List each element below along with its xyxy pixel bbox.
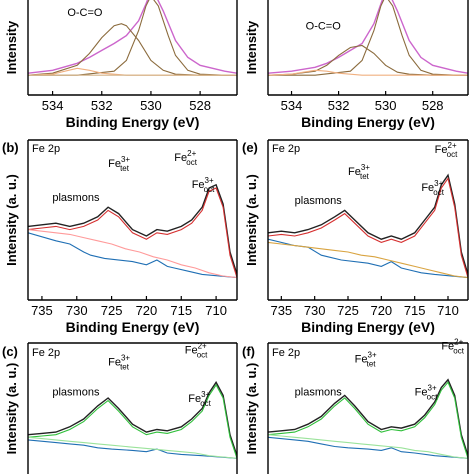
panel-b-annotation-fe2-oct: Fe2+ oct — [174, 149, 197, 167]
panel-a-tick-label-534: 534 — [42, 98, 64, 113]
panel-d-x-label: Binding Energy (eV) — [301, 114, 435, 130]
panel-b-annotation-plasmons: plasmons — [52, 192, 100, 204]
panel-f-annotation-fe3-tet: Fe3+ tet — [355, 351, 377, 369]
panel-e-tick-label-720: 720 — [370, 303, 392, 318]
panel-a-series-line-2 — [28, 0, 237, 76]
panel-e-annotation-plasmons: plasmons — [295, 195, 343, 207]
panel-d-annotation-o-c-o: O-C=O — [306, 21, 342, 33]
panel-b-annotation-fe3-oct: Fe3+ oct — [192, 176, 215, 194]
panel-f-y-label: Intensity (a. u.) — [244, 363, 259, 455]
panel-c-annotation-fe3-tet: Fe3+ tet — [108, 353, 130, 371]
panel-c-series-line-3 — [28, 436, 237, 459]
panel-d-tick-label-528: 528 — [422, 98, 444, 113]
panel-d-series — [268, 0, 468, 76]
panel-d-y-label: Intensity — [244, 20, 259, 74]
panel-b-annotation-fe3-tet: Fe3+ tet — [108, 155, 130, 173]
panel-b-tick-label-710: 710 — [205, 303, 227, 318]
panel-b-x-label: Binding Energy (eV) — [66, 319, 200, 335]
panel-c-annotation-fe3-oct: Fe3+ oct — [188, 390, 211, 408]
panel-f-annotation-plasmons: plasmons — [295, 386, 343, 398]
panel-b-tick-label-730: 730 — [66, 303, 88, 318]
panel-f-title: Fe 2p — [272, 347, 300, 359]
panel-f-series-line-0 — [268, 378, 468, 456]
panel-a-series-line-0 — [28, 0, 237, 74]
panel-d-tick-label-530: 530 — [375, 98, 397, 113]
panel-e-series-line-2 — [268, 238, 468, 279]
panel-a-series-line-1 — [28, 23, 237, 76]
panel-c-y-label: Intensity (a. u.) — [4, 363, 19, 455]
panel-b-series — [28, 183, 237, 279]
panel-e-title: Fe 2p — [272, 143, 300, 155]
panel-c-series-line-0 — [28, 380, 237, 456]
panel-a-tick-label-528: 528 — [189, 98, 211, 113]
panel-c-series — [28, 380, 237, 459]
panel-e-letter: (e) — [242, 140, 258, 155]
panel-e-tick-label-715: 715 — [404, 303, 426, 318]
panel-a-annotation-o-c-o: O-C=O — [67, 7, 103, 19]
panel-e-annotation-fe2-oct: Fe2+ oct — [435, 141, 458, 159]
panel-f-series-line-2 — [268, 436, 468, 459]
panel-e-series-line-1 — [268, 177, 468, 278]
panel-e-annotation-fe3-oct: Fe3+ oct — [421, 179, 444, 197]
panel-e-series — [268, 173, 468, 279]
panel-f-series-line-3 — [268, 434, 468, 459]
panel-b-series-line-3 — [28, 229, 237, 279]
panel-b-tick-label-735: 735 — [31, 303, 53, 318]
panel-b-title: Fe 2p — [32, 143, 60, 155]
panel-b-y-label: Intensity (a. u.) — [4, 174, 19, 266]
panel-f-annotation-fe2-oct: Fe2+ oct — [441, 338, 464, 356]
panel-b-series-line-0 — [28, 183, 237, 275]
panel-b: 735 730 725 720 715 710 Binding Energy (eV) Int… — [2, 139, 238, 335]
panel-a-series — [28, 0, 237, 76]
panel-c-series-line-1 — [28, 383, 237, 459]
panel-c-annotation-plasmons: plasmons — [52, 386, 100, 398]
panel-e-annotation-fe3-tet: Fe3+ tet — [348, 163, 370, 181]
panel-b-series-line-2 — [28, 232, 237, 279]
panel-e-series-line-0 — [268, 173, 468, 275]
panel-d-series-line-1 — [268, 44, 468, 76]
panel-b-tick-label-715: 715 — [170, 303, 192, 318]
panel-c-annotation-fe2-oct: Fe2+ oct — [185, 341, 208, 359]
panel-f-series-line-1 — [268, 381, 468, 459]
panel-c-title: Fe 2p — [32, 347, 60, 359]
panel-f-annotation-fe3-oct: Fe3+ oct — [415, 383, 438, 401]
panel-a-x-label: Binding Energy (eV) — [66, 114, 200, 130]
panel-f: Intensity (a. u.) (f) Fe 2p plasmons Fe3+ tet… — [242, 338, 469, 474]
panel-c-series-line-2 — [28, 439, 237, 459]
panel-a-y-label: Intensity — [4, 20, 19, 74]
panel-f-series — [268, 378, 468, 459]
panel-e-x-label: Binding Energy (eV) — [301, 319, 435, 335]
panel-c: Intensity (a. u.) (c) Fe 2p plasmons Fe3+ tet… — [2, 341, 238, 474]
panel-e-tick-label-710: 710 — [437, 303, 459, 318]
panel-b-tick-label-720: 720 — [136, 303, 158, 318]
panel-d-series-line-2 — [268, 0, 468, 76]
panel-e-tick-label-735: 735 — [270, 303, 292, 318]
panel-e-y-label: Intensity (a. u.) — [244, 174, 259, 266]
panel-e-tick-label-725: 725 — [337, 303, 359, 318]
panel-b-letter: (b) — [2, 140, 19, 155]
panel-d-tick-label-534: 534 — [281, 98, 303, 113]
panel-d-series-line-3 — [268, 69, 468, 76]
panel-f-letter: (f) — [242, 344, 255, 359]
panel-e-tick-label-730: 730 — [304, 303, 326, 318]
panel-b-series-line-1 — [28, 187, 237, 278]
panel-a-tick-label-532: 532 — [91, 98, 113, 113]
panel-a-tick-label-530: 530 — [140, 98, 162, 113]
panel-b-tick-label-725: 725 — [101, 303, 123, 318]
panel-d-series-line-0 — [268, 0, 468, 74]
panel-e-series-line-3 — [268, 241, 468, 279]
panel-c-letter: (c) — [2, 344, 18, 359]
panel-d-tick-label-532: 532 — [328, 98, 350, 113]
